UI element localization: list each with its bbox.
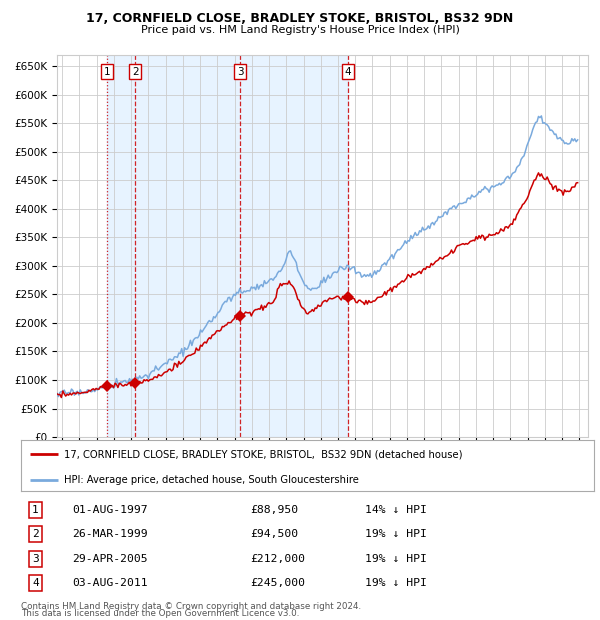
Text: Contains HM Land Registry data © Crown copyright and database right 2024.: Contains HM Land Registry data © Crown c… <box>21 602 361 611</box>
Text: 4: 4 <box>345 67 352 77</box>
Text: This data is licensed under the Open Government Licence v3.0.: This data is licensed under the Open Gov… <box>21 609 299 618</box>
Text: 03-AUG-2011: 03-AUG-2011 <box>73 578 148 588</box>
Text: 2: 2 <box>132 67 139 77</box>
Text: £245,000: £245,000 <box>250 578 305 588</box>
Text: 19% ↓ HPI: 19% ↓ HPI <box>365 578 427 588</box>
Text: 3: 3 <box>237 67 244 77</box>
Text: 3: 3 <box>32 554 39 564</box>
Text: 14% ↓ HPI: 14% ↓ HPI <box>365 505 427 515</box>
Text: Price paid vs. HM Land Registry's House Price Index (HPI): Price paid vs. HM Land Registry's House … <box>140 25 460 35</box>
Text: 17, CORNFIELD CLOSE, BRADLEY STOKE, BRISTOL,  BS32 9DN (detached house): 17, CORNFIELD CLOSE, BRADLEY STOKE, BRIS… <box>64 450 463 459</box>
Bar <box>107 55 348 437</box>
Text: 19% ↓ HPI: 19% ↓ HPI <box>365 529 427 539</box>
Text: £88,950: £88,950 <box>250 505 298 515</box>
Text: 4: 4 <box>32 578 39 588</box>
Text: 01-AUG-1997: 01-AUG-1997 <box>73 505 148 515</box>
Text: £94,500: £94,500 <box>250 529 298 539</box>
Text: £212,000: £212,000 <box>250 554 305 564</box>
Text: 17, CORNFIELD CLOSE, BRADLEY STOKE, BRISTOL, BS32 9DN: 17, CORNFIELD CLOSE, BRADLEY STOKE, BRIS… <box>86 12 514 25</box>
Text: HPI: Average price, detached house, South Gloucestershire: HPI: Average price, detached house, Sout… <box>64 475 359 485</box>
Text: 26-MAR-1999: 26-MAR-1999 <box>73 529 148 539</box>
Text: 19% ↓ HPI: 19% ↓ HPI <box>365 554 427 564</box>
Text: 29-APR-2005: 29-APR-2005 <box>73 554 148 564</box>
Text: 2: 2 <box>32 529 39 539</box>
Text: 1: 1 <box>32 505 39 515</box>
Text: 1: 1 <box>103 67 110 77</box>
